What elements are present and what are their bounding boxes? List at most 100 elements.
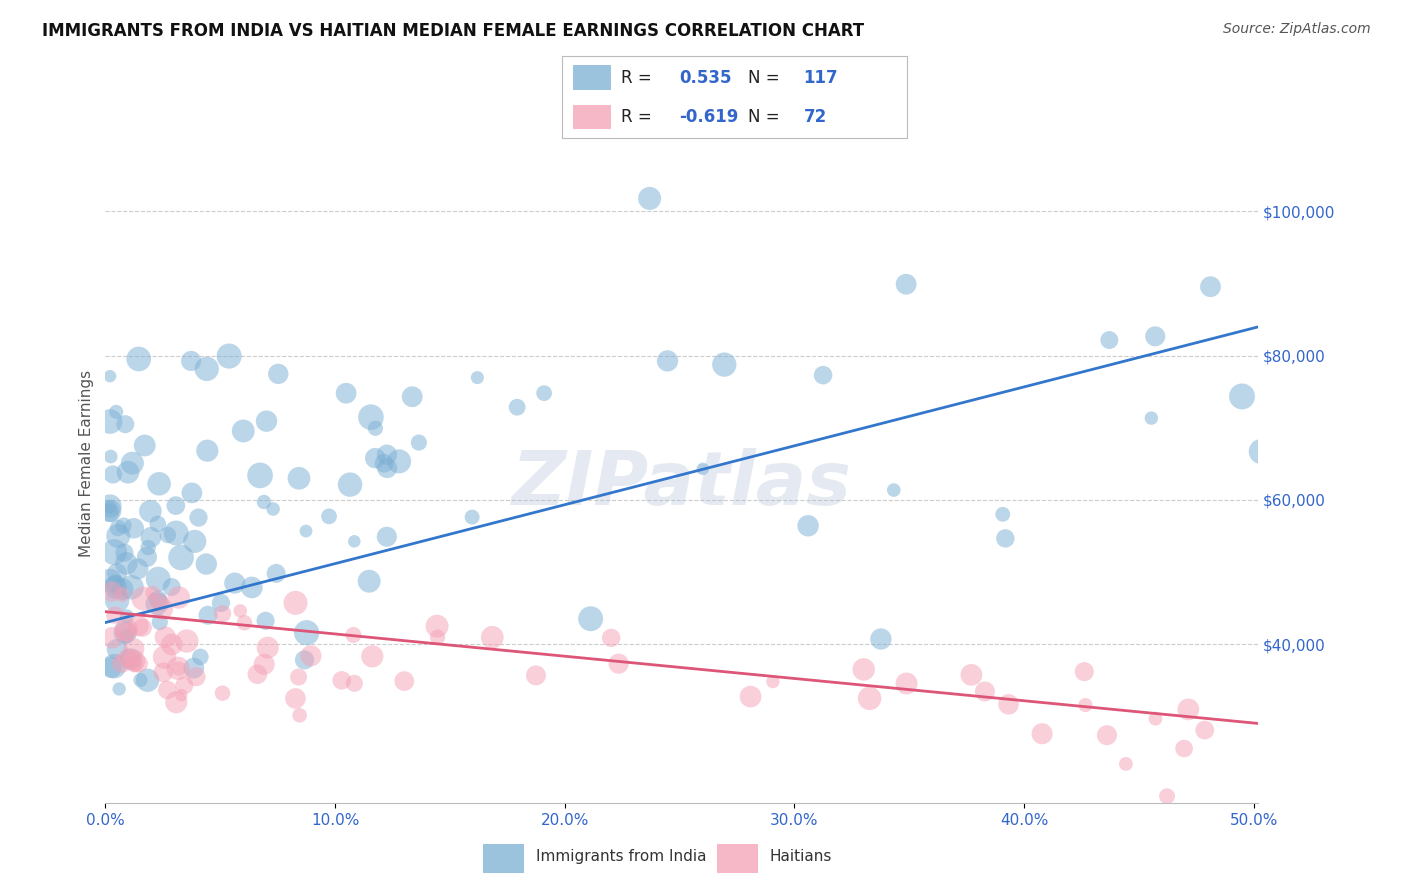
Point — [339, 477, 361, 491]
Point — [155, 630, 177, 644]
Point — [114, 417, 136, 432]
Point — [343, 676, 366, 690]
Point — [692, 462, 714, 476]
Point — [132, 591, 155, 606]
Point — [1098, 333, 1121, 347]
Point — [294, 653, 316, 667]
Point — [762, 674, 785, 689]
Point — [108, 681, 131, 696]
Point — [117, 651, 139, 665]
Point — [1144, 329, 1167, 343]
FancyBboxPatch shape — [572, 65, 610, 90]
Point — [209, 596, 232, 610]
Point — [120, 652, 142, 666]
Point — [121, 580, 143, 594]
Point — [375, 448, 398, 462]
Point — [98, 500, 121, 514]
Point — [375, 530, 398, 544]
Point — [101, 584, 124, 599]
Point — [195, 362, 218, 376]
Point — [146, 592, 169, 607]
Point — [524, 668, 547, 682]
Point — [160, 637, 183, 651]
Point — [136, 541, 159, 555]
Point — [262, 502, 284, 516]
Point — [112, 546, 135, 560]
Point — [124, 657, 146, 672]
Point — [188, 649, 211, 664]
Point — [152, 665, 174, 680]
Point — [870, 632, 893, 646]
Point — [98, 415, 121, 429]
Point — [114, 625, 136, 640]
Point — [114, 625, 136, 640]
Point — [128, 657, 150, 671]
Point — [127, 618, 149, 632]
Point — [229, 604, 252, 618]
Point — [359, 574, 381, 589]
Point — [360, 410, 382, 425]
Point — [107, 521, 129, 535]
Point — [224, 576, 246, 591]
Point — [388, 454, 411, 468]
Point — [136, 673, 159, 688]
Point — [129, 673, 152, 687]
Point — [335, 386, 357, 401]
Point — [160, 580, 183, 594]
Point — [103, 545, 125, 559]
Point — [101, 467, 124, 482]
Point — [1144, 712, 1167, 726]
Point — [111, 582, 134, 596]
Point — [253, 657, 276, 672]
Point — [122, 641, 145, 656]
Point — [233, 615, 256, 630]
Point — [148, 476, 170, 491]
Point — [187, 510, 209, 524]
Point — [135, 549, 157, 564]
Point — [100, 450, 122, 464]
Point — [184, 534, 207, 549]
Point — [264, 566, 287, 581]
Point — [122, 654, 145, 668]
Point — [811, 368, 834, 383]
Point — [98, 574, 121, 588]
Point — [211, 607, 233, 621]
Point — [299, 648, 322, 663]
Point — [195, 557, 218, 571]
Point — [105, 405, 128, 419]
Point — [195, 443, 218, 458]
Text: Haitians: Haitians — [770, 849, 832, 864]
Point — [98, 499, 121, 513]
Point — [1177, 702, 1199, 716]
Point — [134, 438, 156, 452]
Point — [115, 609, 138, 624]
Point — [170, 550, 193, 565]
Point — [107, 529, 129, 543]
Point — [197, 608, 219, 623]
Text: Source: ZipAtlas.com: Source: ZipAtlas.com — [1223, 22, 1371, 37]
Point — [105, 642, 128, 657]
Point — [115, 623, 138, 637]
Point — [139, 504, 162, 518]
Point — [105, 593, 128, 607]
Point — [1031, 727, 1053, 741]
Point — [638, 191, 661, 205]
Point — [232, 424, 254, 438]
Point — [148, 572, 170, 586]
Point — [111, 588, 134, 602]
Point — [98, 506, 121, 520]
Point — [121, 456, 143, 470]
Point — [852, 662, 875, 676]
Point — [218, 349, 240, 363]
Point — [858, 691, 880, 706]
Point — [426, 630, 449, 644]
Point — [127, 562, 149, 576]
Point — [1194, 723, 1216, 737]
Point — [506, 401, 529, 415]
Point — [240, 581, 263, 595]
Point — [267, 367, 290, 381]
Point — [1199, 279, 1222, 293]
Point — [117, 465, 139, 479]
Point — [256, 414, 278, 428]
Point — [139, 530, 162, 544]
